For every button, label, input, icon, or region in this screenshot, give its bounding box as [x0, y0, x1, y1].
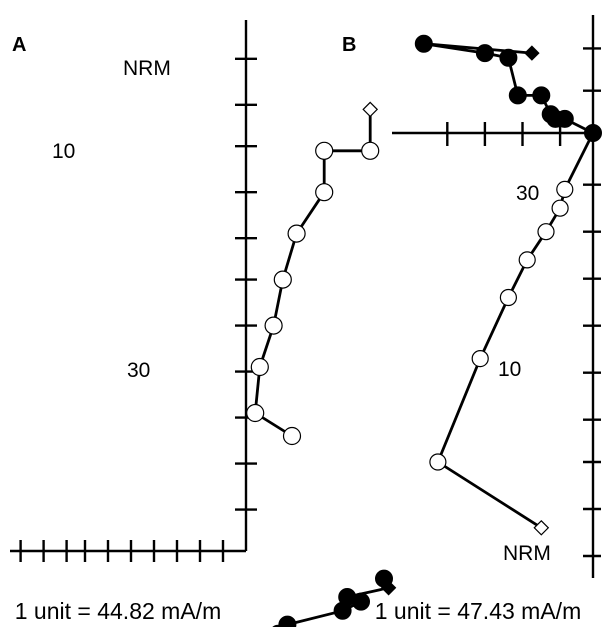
open-data-point	[273, 270, 292, 289]
open-data-point	[537, 223, 555, 241]
filled-data-point	[508, 86, 527, 105]
open-data-point	[429, 453, 447, 471]
panel-a: A NRM 10 30 1 unit = 44.82 mA/m	[10, 20, 397, 632]
open-data-point	[551, 199, 569, 217]
open-data-point	[361, 141, 380, 160]
open-data-point	[556, 180, 574, 198]
filled-data-point	[414, 34, 433, 53]
nrm-data-point	[533, 519, 550, 536]
filled-data-point	[541, 105, 560, 124]
point-annotation: 10	[498, 358, 521, 381]
filled-data-point	[532, 86, 551, 105]
filled-data-point	[499, 48, 518, 67]
open-data-point	[282, 426, 302, 446]
open-data-point	[518, 251, 536, 269]
open-data-point	[499, 288, 517, 307]
point-annotation: 30	[516, 182, 539, 205]
open-data-point	[246, 403, 265, 423]
open-data-point	[315, 141, 334, 160]
open-data-point	[287, 224, 306, 243]
open-data-point	[315, 183, 334, 202]
filled-data-point	[584, 124, 602, 142]
open-data-point	[264, 316, 283, 335]
point-annotation: 10	[52, 140, 75, 163]
panel-label: A	[12, 34, 26, 56]
open-data-point	[471, 350, 489, 368]
panel-label: B	[342, 34, 356, 56]
point-annotation: 30	[127, 359, 150, 382]
point-annotation: NRM	[503, 542, 551, 565]
scale-caption: 1 unit = 47.43 mA/m	[375, 598, 581, 624]
filled-series-line	[278, 577, 390, 632]
nrm-filled-data-point	[380, 580, 397, 596]
nrm-data-point	[362, 101, 379, 118]
filled-data-point	[333, 601, 352, 620]
filled-data-point	[352, 592, 370, 611]
open-data-point	[250, 357, 269, 377]
panel-b: B 30 10 NRM 1 unit = 47.43 mA/m	[342, 15, 602, 624]
nrm-filled-data-point	[524, 45, 540, 61]
filled-data-point	[278, 615, 297, 632]
point-annotation: NRM	[123, 57, 171, 80]
scale-caption: 1 unit = 44.82 mA/m	[15, 598, 221, 624]
filled-data-point	[475, 44, 494, 63]
open-series-line	[253, 109, 372, 438]
